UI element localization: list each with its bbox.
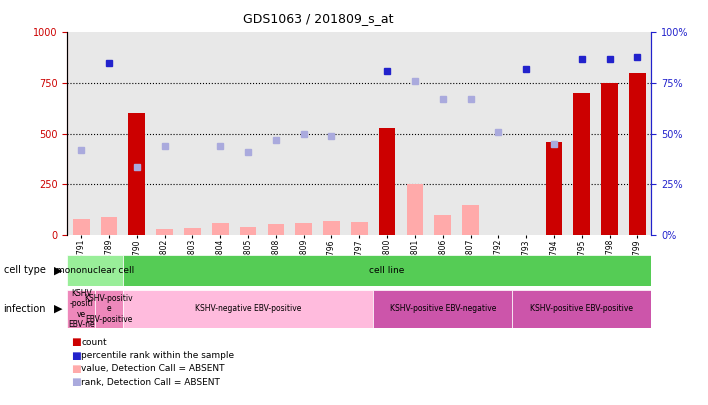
Text: cell type: cell type [4,265,45,275]
Bar [295,223,312,235]
Text: percentile rank within the sample: percentile rank within the sample [81,351,234,360]
Text: ■: ■ [71,351,81,360]
Bar [156,229,173,235]
Bar [351,222,367,235]
Bar [123,290,373,328]
Bar [73,219,89,235]
Bar [67,255,123,286]
Text: value, Detection Call = ABSENT: value, Detection Call = ABSENT [81,364,225,373]
Bar [67,290,95,328]
Bar [184,228,201,235]
Bar [629,73,646,235]
Text: ■: ■ [71,377,81,387]
Text: ■: ■ [71,364,81,374]
Bar [406,184,423,235]
Text: ▶: ▶ [54,304,62,314]
Text: mononuclear cell: mononuclear cell [56,266,135,275]
Bar [546,142,562,235]
Bar [95,290,123,328]
Bar [373,290,513,328]
Bar [323,221,340,235]
Text: GDS1063 / 201809_s_at: GDS1063 / 201809_s_at [244,12,394,25]
Text: infection: infection [4,304,46,314]
Bar [128,113,145,235]
Text: KSHV
-positi
ve
EBV-ne: KSHV -positi ve EBV-ne [68,289,94,329]
Bar [268,224,284,235]
Text: rank, Detection Call = ABSENT: rank, Detection Call = ABSENT [81,378,220,387]
Text: KSHV-positive EBV-negative: KSHV-positive EBV-negative [389,304,496,313]
Text: count: count [81,338,107,347]
Text: ■: ■ [71,337,81,347]
Text: KSHV-negative EBV-positive: KSHV-negative EBV-positive [195,304,301,313]
Bar [513,290,651,328]
Bar [101,217,118,235]
Text: KSHV-positiv
e
EBV-positive: KSHV-positiv e EBV-positive [85,294,133,324]
Text: KSHV-positive EBV-positive: KSHV-positive EBV-positive [530,304,634,313]
Bar [240,227,256,235]
Bar [435,215,451,235]
Bar [379,128,396,235]
Text: ▶: ▶ [54,265,62,275]
Bar [212,223,229,235]
Bar [462,205,479,235]
Bar [573,93,590,235]
Bar [601,83,618,235]
Text: cell line: cell line [370,266,405,275]
